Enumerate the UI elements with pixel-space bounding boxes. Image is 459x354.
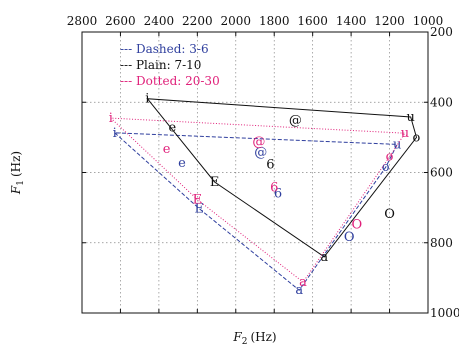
y-tick-label: 600 xyxy=(430,166,453,180)
vowel-point-label: O xyxy=(352,217,363,232)
vowel-point-label: 6 xyxy=(270,180,278,195)
x-tick-label: 2400 xyxy=(144,14,175,28)
x-tick-label: 2000 xyxy=(221,14,252,28)
vowel-corner-label: a xyxy=(320,250,328,265)
vowel-corner-label: E xyxy=(193,193,203,208)
legend-entry: --- Plain: 7-10 xyxy=(120,58,201,72)
x-tick-label: 2800 xyxy=(67,14,98,28)
y-tick-label: 400 xyxy=(430,95,453,109)
series-outline xyxy=(109,117,406,283)
vowel-corner-label: u xyxy=(401,126,409,141)
vowel-corner-label: u xyxy=(407,110,415,125)
x-axis-unit: (Hz) xyxy=(250,330,276,344)
x-tick-label: 1400 xyxy=(336,14,367,28)
vowel-corner-label: a xyxy=(295,283,303,298)
legend: --- Dashed: 3-6 --- Plain: 7-10 --- Dotted… xyxy=(120,42,220,88)
vowel-point-label: 6 xyxy=(274,187,282,202)
vowel-point-label: @ xyxy=(252,135,265,150)
vowel-point-label: e xyxy=(168,121,176,136)
vowel-corner-label: o xyxy=(386,150,394,165)
x-tick-label: 1600 xyxy=(297,14,328,28)
x-tick-label: 1800 xyxy=(259,14,290,28)
vowel-corner-label: i xyxy=(145,92,149,107)
y-tick-label: 200 xyxy=(430,25,453,39)
x-tick-label: 2600 xyxy=(105,14,136,28)
series-outline xyxy=(146,98,418,258)
vowel-corner-label: o xyxy=(413,130,421,145)
vowel-corner-label: o xyxy=(382,160,390,175)
x-axis-title: F2 (Hz) xyxy=(232,330,276,347)
vowel-corner-label: E xyxy=(195,202,205,217)
vowel-point-label: @ xyxy=(289,114,302,129)
vowel-point-label: O xyxy=(384,207,395,222)
series-outline xyxy=(113,132,398,291)
vowel-corner-label: a xyxy=(299,275,307,290)
y-axis-title: F1 (Hz) xyxy=(9,151,26,195)
y-axis-subscript: 1 xyxy=(16,180,26,186)
legend-entry: --- Dashed: 3-6 xyxy=(120,42,209,56)
tick-layer: 2800 2600 2400 2200 2000 1800 1600 1400 1200 1000… xyxy=(67,14,459,320)
y-tick-label: 800 xyxy=(430,236,453,250)
x-tick-label: 1000 xyxy=(413,14,444,28)
vowel-point-label: e xyxy=(163,142,171,157)
legend-entry: --- Dotted: 20-30 xyxy=(120,74,220,88)
y-axis-unit: (Hz) xyxy=(9,151,23,177)
y-tick-label: 1000 xyxy=(430,306,459,320)
x-tick-label: 1200 xyxy=(374,14,405,28)
vowel-point-label: @ xyxy=(254,145,267,160)
y-axis-symbol: F xyxy=(9,185,23,195)
x-tick-label: 2200 xyxy=(182,14,213,28)
series-group: i Ea ou e @6 O xyxy=(113,126,402,298)
vowel-point-label: O xyxy=(344,230,355,245)
vowel-point-label: 6 xyxy=(266,157,274,172)
x-axis-symbol: F xyxy=(232,330,242,344)
vowel-corner-label: E xyxy=(210,175,220,190)
vowel-corner-label: u xyxy=(393,137,401,152)
vowel-point-label: e xyxy=(178,156,186,171)
vowel-corner-label: i xyxy=(109,111,113,126)
x-axis-subscript: 2 xyxy=(242,337,248,347)
vowel-corner-label: i xyxy=(113,126,117,141)
